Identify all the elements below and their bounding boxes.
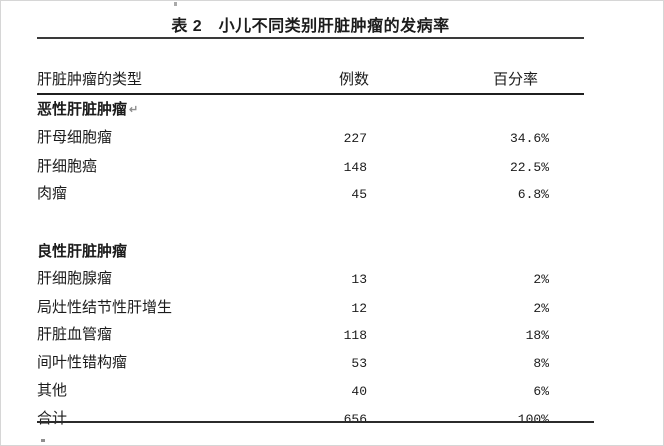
table-bottom-rule xyxy=(37,421,594,423)
row-label: 局灶性结节性肝增生 xyxy=(37,299,173,316)
row-label: 肝细胞腺瘤 xyxy=(37,270,113,287)
table-row-section-malignant: 恶性肝脏肿瘤 ↵ xyxy=(37,100,594,119)
row-label: 恶性肝脏肿瘤 ↵ xyxy=(37,101,139,118)
table-row: 局灶性结节性肝增生 12 2% xyxy=(37,298,594,317)
paragraph-return-icon: ↵ xyxy=(129,104,139,116)
row-percent-value: 8% xyxy=(533,356,549,371)
table-row: 其他 40 6% xyxy=(37,381,594,400)
row-percent-value: 34.6% xyxy=(509,131,549,146)
table-row-total: 合计 656 100% xyxy=(37,409,594,428)
table-row: 肝脏血管瘤 118 18% xyxy=(37,325,594,344)
row-cases-value: 656 xyxy=(343,412,367,427)
table-row-section-benign: 良性肝脏肿瘤 xyxy=(37,242,594,261)
row-percent-value: 22.5% xyxy=(509,160,549,175)
table-row: 肝细胞癌 148 22.5% xyxy=(37,157,594,176)
row-percent-value: 6% xyxy=(533,384,549,399)
row-cases-value: 40 xyxy=(351,384,367,399)
scan-artifact-dot xyxy=(174,2,177,6)
column-header-type: 肝脏肿瘤的类型 xyxy=(37,71,143,88)
table-row: 肝细胞腺瘤 13 2% xyxy=(37,269,594,288)
row-percent-value: 2% xyxy=(533,301,549,316)
row-label: 肝细胞癌 xyxy=(37,158,98,175)
row-cases-value: 12 xyxy=(351,301,367,316)
row-percent-value: 2% xyxy=(533,272,549,287)
row-cases-value: 148 xyxy=(343,160,367,175)
table-row: 间叶性错构瘤 53 8% xyxy=(37,353,594,372)
row-cases-value: 227 xyxy=(343,131,367,146)
row-percent-value: 6.8% xyxy=(517,187,549,202)
row-label: 合计 xyxy=(37,410,68,427)
row-cases-value: 13 xyxy=(351,272,367,287)
row-label: 肉瘤 xyxy=(37,185,68,202)
row-cases-value: 118 xyxy=(343,328,367,343)
row-cases-value: 53 xyxy=(351,356,367,371)
row-label: 肝脏血管瘤 xyxy=(37,326,113,343)
row-percent-value: 18% xyxy=(525,328,549,343)
header-rule xyxy=(37,93,584,95)
table-header-row: 肝脏肿瘤的类型 例数 百分率 xyxy=(37,70,594,89)
row-label: 肝母细胞瘤 xyxy=(37,129,113,146)
scan-artifact-dot xyxy=(41,439,45,442)
table-row: 肝母细胞瘤 227 34.6% xyxy=(37,128,594,147)
row-percent-value: 100% xyxy=(517,412,549,427)
column-header-cases: 例数 xyxy=(339,71,370,88)
row-label: 间叶性错构瘤 xyxy=(37,354,128,371)
table-row: 肉瘤 45 6.8% xyxy=(37,184,594,203)
row-cases-value: 45 xyxy=(351,187,367,202)
row-label: 良性肝脏肿瘤 xyxy=(37,243,128,260)
column-header-percent: 百分率 xyxy=(493,71,539,88)
title-rule xyxy=(37,37,584,39)
row-label: 其他 xyxy=(37,382,68,399)
table-title: 表 2 小儿不同类别肝脏肿瘤的发病率 xyxy=(171,18,450,35)
